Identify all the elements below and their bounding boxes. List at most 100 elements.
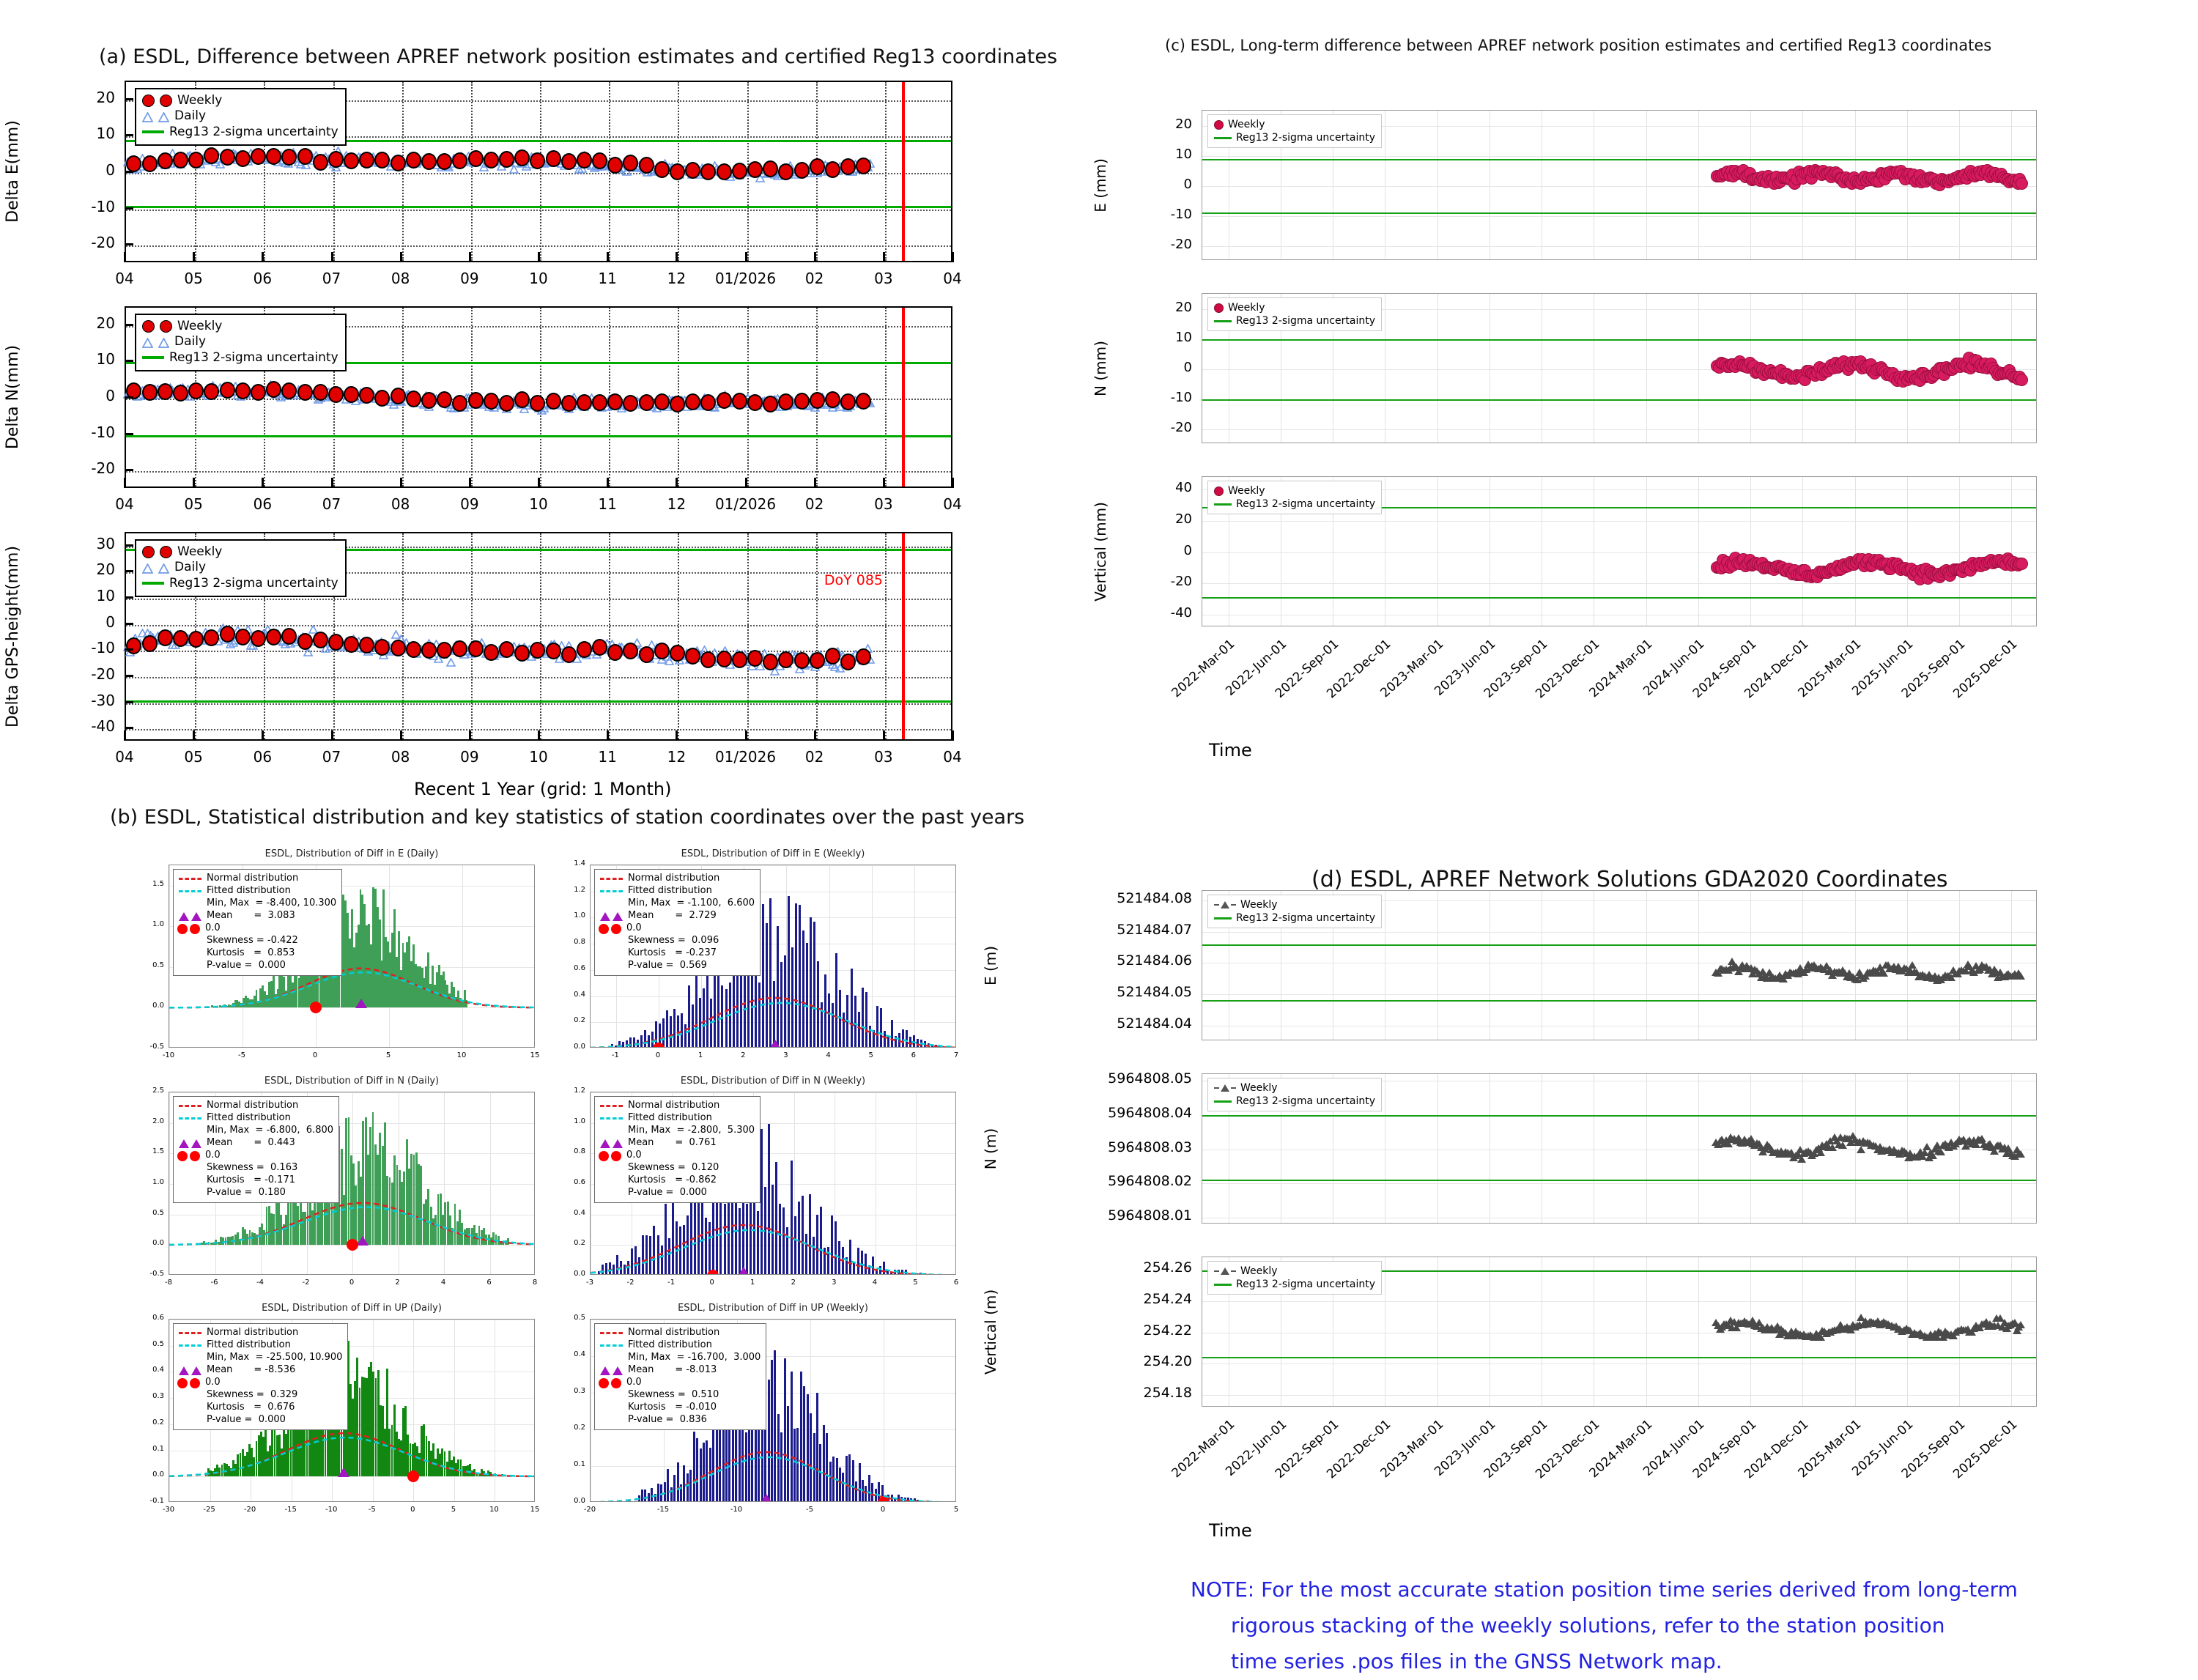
weekly-marker: [716, 391, 732, 409]
histogram-bar: [780, 962, 782, 1047]
histogram-bar: [618, 1040, 621, 1047]
panel-c-xtick: 2025-Jun-01: [1849, 637, 1917, 699]
tick-mark: [882, 730, 885, 741]
histogram-bar: [865, 1485, 867, 1501]
histogram-bar: [623, 1264, 626, 1274]
legend-fitted-text: Fitted distribution: [628, 1339, 712, 1351]
gridline-horizontal: [1202, 215, 2036, 217]
histogram-bar: [828, 993, 831, 1047]
histogram-bar: [780, 1432, 783, 1501]
gridline-horizontal: [591, 865, 955, 866]
legend-zero: 0.0: [177, 1377, 342, 1389]
legend-skewness-text: Skewness = -0.422: [207, 935, 298, 947]
legend-normal-text: Normal distribution: [207, 1327, 299, 1339]
panel-a-xtick: 05: [184, 270, 203, 287]
histogram-bar: [871, 1256, 874, 1274]
weekly-marker: [452, 152, 468, 170]
histogram-bar: [790, 1371, 793, 1501]
weekly-marker: [685, 161, 701, 179]
tick-mark: [813, 730, 816, 741]
gridline-vertical: [540, 533, 541, 739]
histogram-bar: [692, 1432, 695, 1501]
histogram-bar: [680, 1484, 683, 1501]
gridline-vertical: [1906, 294, 1908, 443]
weekly-marker: [467, 149, 484, 167]
weekly-marker: [374, 389, 391, 407]
panel-d-xtick: 2025-Jun-01: [1849, 1417, 1917, 1479]
weekly-marker: [359, 152, 375, 169]
histogram-bar: [215, 1006, 218, 1008]
histogram-bar: [822, 1425, 825, 1501]
histogram-bar: [649, 1235, 652, 1274]
histogram-bar: [608, 1262, 611, 1274]
gridline-vertical: [1854, 891, 1856, 1040]
legend-normal: Normal distribution: [179, 873, 336, 885]
panel-a-xtick: 06: [253, 495, 273, 513]
weekly-point: [2016, 1321, 2026, 1329]
weekly-point: [2016, 1150, 2026, 1158]
weekly-marker: [421, 392, 437, 410]
histogram-bar: [640, 1035, 643, 1047]
weekly-marker: [607, 393, 623, 410]
histogram-bar: [890, 1019, 893, 1047]
panel-a-xtick: 05: [184, 748, 203, 766]
weekly-marker: [421, 641, 437, 659]
legend-fitted: Fitted distribution: [179, 1339, 342, 1352]
histogram-ytick: 0.0: [574, 1497, 585, 1505]
panel-d-xtick: 2023-Mar-01: [1377, 1417, 1447, 1481]
gridline-vertical: [1437, 477, 1438, 626]
legend-fitted-text: Fitted distribution: [628, 885, 712, 897]
weekly-marker: [234, 149, 251, 167]
panel-c-legend-1: Weekly Reg13 2-sigma uncertainty: [1207, 297, 1382, 332]
panel-c-ytick: 20: [1175, 511, 1192, 527]
histogram-bar: [667, 1469, 670, 1501]
legend-fitted-text: Fitted distribution: [207, 1112, 291, 1124]
histogram-bar: [692, 1004, 695, 1047]
gridline-horizontal: [1202, 520, 2036, 522]
weekly-marker: [576, 394, 592, 412]
panel-c-ytick: 0: [1183, 359, 1192, 375]
legend-mean: Mean = -8.013: [600, 1364, 761, 1377]
histogram-bar: [799, 1372, 802, 1501]
legend-mean-text: Mean = -8.536: [207, 1364, 296, 1376]
histogram-bar: [939, 1046, 941, 1047]
weekly-marker: [840, 158, 856, 175]
gridline-vertical: [470, 533, 473, 739]
tick-mark: [125, 648, 133, 651]
daily-triangle-icon: [141, 111, 154, 122]
legend-label-daily: Daily: [174, 334, 207, 349]
gridline-vertical: [1802, 477, 1804, 626]
zero-marker: [407, 1470, 420, 1483]
gridline-vertical: [1854, 477, 1856, 626]
weekly-marker: [498, 394, 514, 412]
weekly-marker: [716, 163, 732, 180]
tick-mark: [330, 478, 333, 488]
histogram-ytick: 0.4: [152, 1366, 164, 1374]
legend-skewness: Skewness = -0.422: [179, 935, 336, 947]
panel-a-xtick: 02: [804, 495, 824, 513]
weekly-marker: [716, 651, 732, 668]
histogram-ytick: -0.5: [149, 1043, 164, 1051]
weekly-marker: [592, 638, 608, 656]
weekly-point: [2016, 558, 2029, 571]
histogram-ytick: 0.4: [574, 1350, 585, 1358]
weekly-marker: [173, 152, 189, 169]
histogram-bar: [767, 1379, 770, 1501]
legend-row-sigma: Reg13 2-sigma uncertainty: [1214, 911, 1375, 925]
weekly-marker: [452, 640, 468, 657]
weekly-dot-icon: [160, 546, 172, 559]
gridline-vertical: [815, 533, 818, 739]
histogram-ytick: -0.1: [149, 1497, 164, 1505]
legend-label-sigma: Reg13 2-sigma uncertainty: [169, 124, 338, 139]
histogram-bar: [871, 1483, 874, 1501]
weekly-marker: [421, 152, 437, 170]
gridline-vertical: [1437, 891, 1438, 1040]
weekly-marker: [266, 628, 282, 645]
tick-mark: [193, 478, 196, 488]
histogram-bar: [703, 988, 706, 1047]
weekly-marker: [204, 383, 220, 401]
histogram-bar: [683, 1465, 686, 1501]
doy-annotation: DoY 085: [824, 572, 884, 588]
weekly-marker: [840, 654, 856, 671]
gridline-horizontal: [1202, 1394, 2036, 1396]
